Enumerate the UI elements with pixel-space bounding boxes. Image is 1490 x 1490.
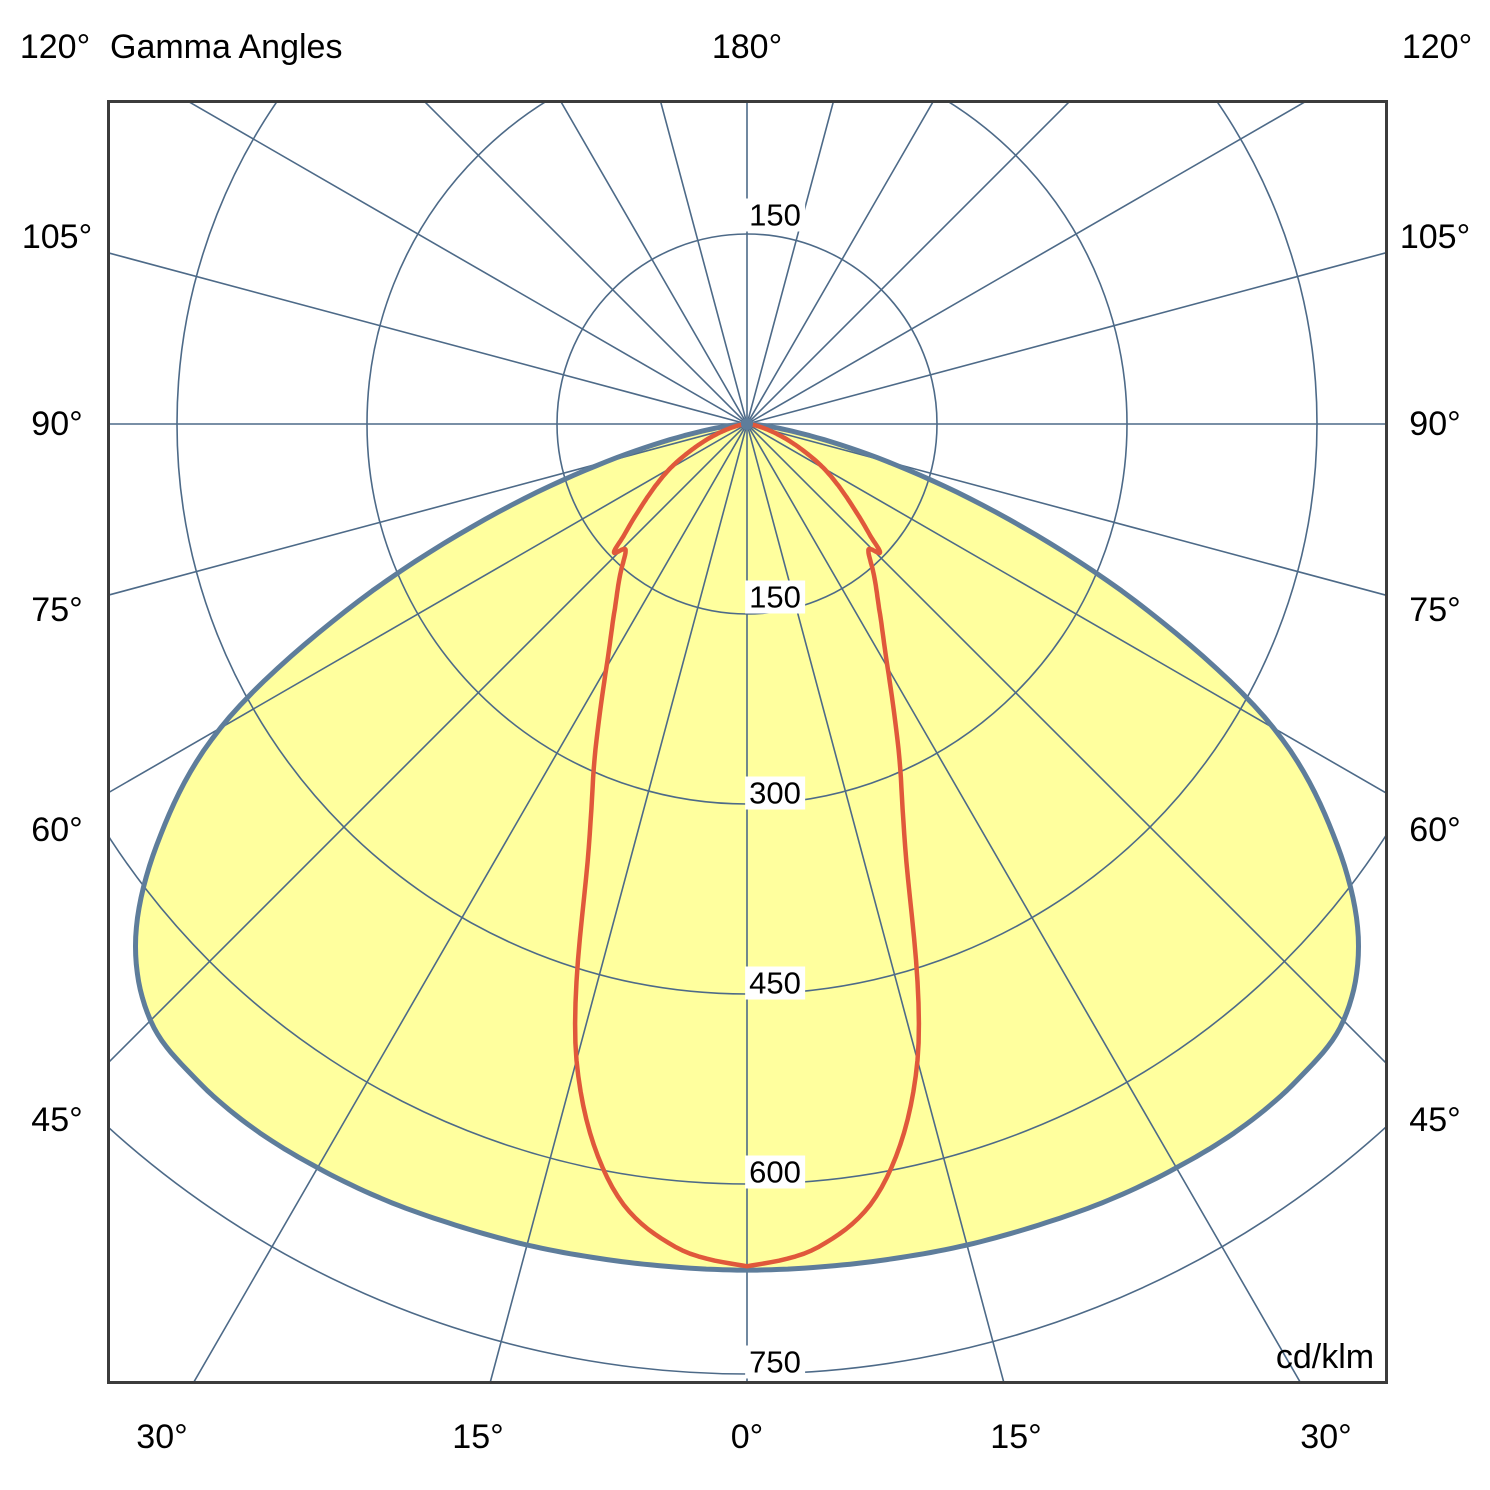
angle-label-bottom-15-right: 15° — [990, 1418, 1042, 1456]
radial-tick-450: 450 — [745, 966, 805, 1000]
angle-label-top-left-120: 120° — [19, 28, 91, 66]
angle-label-right-75: 75° — [1409, 591, 1461, 629]
yellow-distribution-outline — [133, 421, 1361, 1273]
angle-label-right-45: 45° — [1409, 1101, 1461, 1139]
polar-plot-area — [107, 100, 1388, 1384]
radial-tick-600: 600 — [745, 1155, 805, 1189]
angle-label-left-45: 45° — [31, 1101, 83, 1139]
angle-label-left-105: 105° — [21, 218, 93, 256]
angle-label-right-60: 60° — [1409, 811, 1461, 849]
angle-label-top-center-180: 180° — [711, 28, 783, 66]
plot-border — [107, 100, 1388, 1384]
angle-label-left-90: 90° — [31, 405, 83, 443]
radial-tick-300: 300 — [745, 776, 805, 810]
radial-tick-150: 150 — [745, 580, 805, 614]
angle-label-bottom-30-right: 30° — [1300, 1418, 1352, 1456]
red-distribution-curve — [572, 421, 922, 1269]
angle-label-left-75: 75° — [31, 591, 83, 629]
polar-origin-dot — [741, 418, 753, 430]
radial-tick-150-top: 150 — [745, 198, 805, 232]
angle-label-right-105: 105° — [1399, 218, 1471, 256]
units-label: cd/klm — [1275, 1338, 1375, 1376]
polar-diagram-svg — [107, 100, 1388, 1384]
angle-label-top-right-120: 120° — [1401, 28, 1473, 66]
angle-label-bottom-15-left: 15° — [452, 1418, 504, 1456]
radial-tick-750: 750 — [745, 1345, 805, 1379]
angle-label-right-90: 90° — [1409, 405, 1461, 443]
angle-label-left-60: 60° — [31, 811, 83, 849]
angle-label-bottom-0: 0° — [730, 1418, 764, 1456]
angle-label-bottom-30-left: 30° — [136, 1418, 188, 1456]
chart-title: Gamma Angles — [110, 28, 343, 66]
distribution-curves — [133, 421, 1361, 1273]
